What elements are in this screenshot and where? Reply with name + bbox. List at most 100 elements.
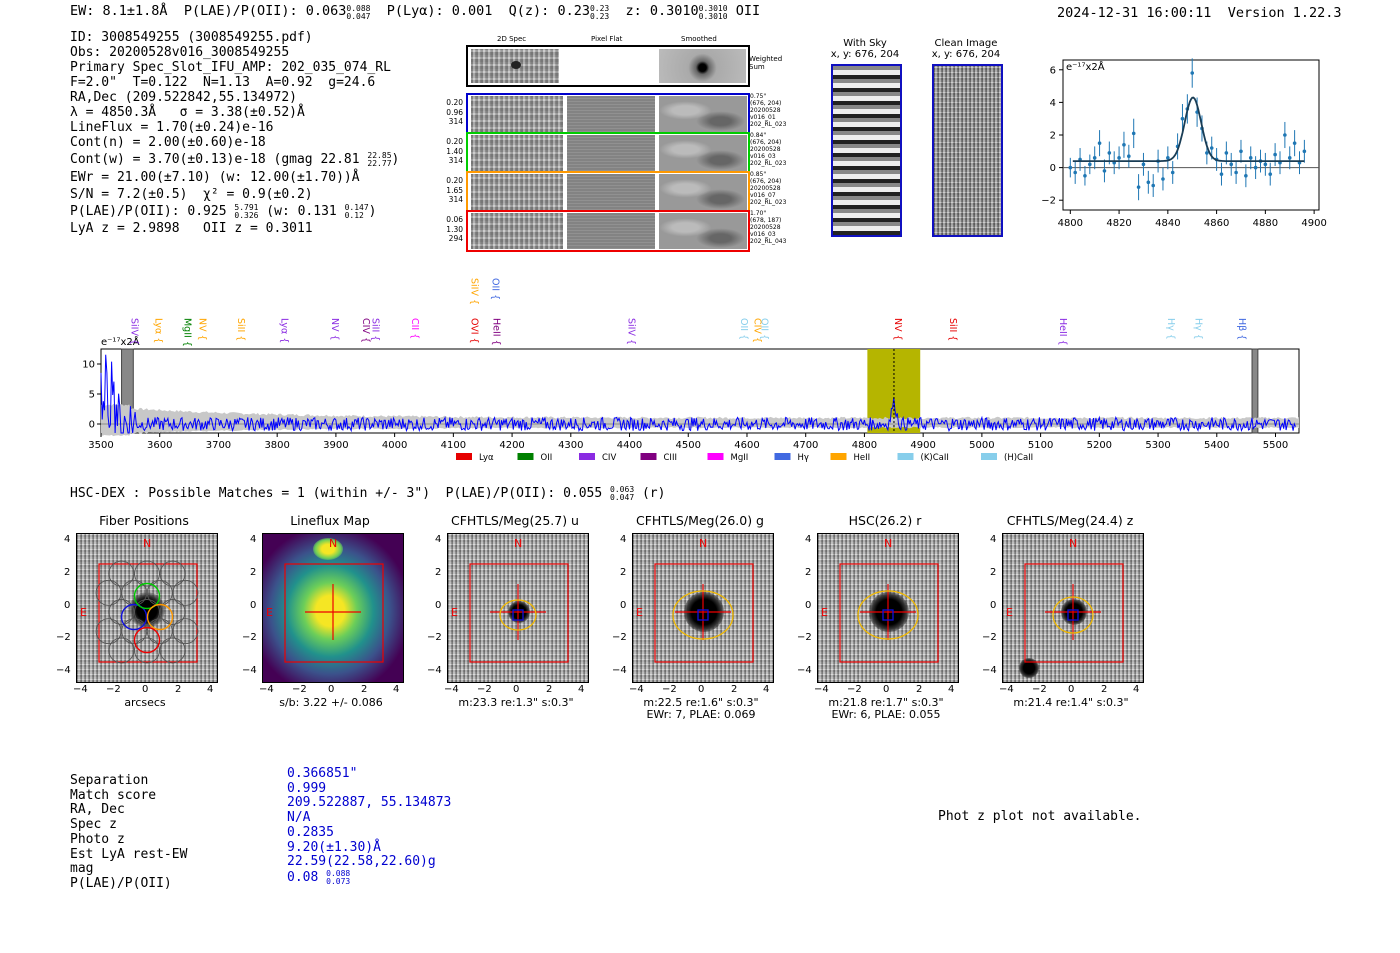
cutout-ytick: −2 [612, 632, 627, 643]
legend-swatch [456, 453, 472, 460]
spec-xtick-label: 5400 [1204, 440, 1229, 451]
fiber-circle [159, 560, 186, 587]
east-label: E [451, 606, 458, 619]
fit-point [1092, 156, 1097, 160]
fiber-circle [108, 599, 135, 625]
fit-point [1248, 156, 1253, 160]
cutout-xtick: 4 [393, 684, 400, 695]
cutout-xtick: −4 [444, 684, 459, 695]
aperture-square [1024, 563, 1124, 663]
cutout-xtick: −4 [814, 684, 829, 695]
fiber-circle [172, 579, 199, 606]
row-pixelflat [567, 135, 655, 171]
fiber-circle [146, 618, 173, 645]
fit-ytick-label: 4 [1050, 98, 1056, 109]
cutout-caption: arcsecs [124, 696, 166, 709]
cutout-title: CFHTLS/Meg(25.7) u [451, 513, 579, 528]
legend-label: CIII [664, 453, 677, 463]
cutout-xtick: −4 [629, 684, 644, 695]
weighted-label: Weighted Sum [749, 55, 783, 71]
galaxy-ellipse [857, 590, 919, 640]
col-header-smoothed: Smoothed [681, 35, 717, 43]
info-ewr: EWr = 21.00(±7.10) (w: 12.00(±1.70))Å [70, 170, 360, 185]
fit-point [1205, 151, 1209, 155]
cutout-ytick: 2 [620, 567, 627, 578]
cutout-ytick: −2 [427, 632, 442, 643]
cutout-xtick: 2 [175, 684, 182, 695]
spec-xtick-label: 4100 [441, 440, 466, 451]
spec-unit-label: e⁻¹⁷x2Å [101, 335, 140, 348]
spectral-line-label: SiIV { [469, 278, 480, 305]
weighted-source [511, 61, 521, 69]
row-pixelflat [567, 96, 655, 132]
legend-swatch [774, 453, 791, 460]
row-pixelflat [567, 213, 655, 249]
fit-point [1273, 152, 1277, 157]
galaxy-ellipse [499, 599, 537, 631]
with-sky-title: With Sky x, y: 676, 204 [830, 38, 900, 60]
info-lyaz: LyA z = 2.9898 OII z = 0.3011 [70, 221, 313, 236]
fiber-circle [108, 637, 135, 664]
fiber-red [133, 626, 161, 654]
fiber-green [133, 582, 161, 610]
spec2d-row-left-stats: 0.06 1.30 294 [446, 215, 463, 243]
spectrum-plot: 0 5 10 3500 3600 3700 3800 3900 4000 4100 4200 4300… [82, 278, 1300, 463]
spec-xtick-label: 4500 [676, 440, 701, 451]
spec-ytick-label: 0 [89, 420, 95, 431]
legend-swatch [897, 453, 914, 460]
fit-frame [1062, 59, 1320, 211]
match-value: N/A [287, 810, 311, 826]
hsc-dex-title: HSC-DEX : Possible Matches = 1 (within +… [70, 485, 666, 502]
cutout-xtick: 2 [1101, 684, 1108, 695]
fiber-circle [159, 599, 186, 625]
cutout-xtick: −2 [106, 684, 121, 695]
spec-xtick-label: 3800 [264, 440, 289, 451]
cutout-panel: CFHTLS/Meg(25.7) u N E 4 2 0 −2 −4 −4 −2 0 2 4 m:23.3… [427, 512, 619, 727]
legend-swatch [640, 453, 657, 460]
fit-point [1239, 149, 1243, 154]
fiber-circle [146, 579, 173, 606]
cutout-xtick: −4 [259, 684, 274, 695]
cutout-xtick: 0 [883, 684, 890, 695]
clean-image-title: Clean Image x, y: 676, 204 [931, 38, 1001, 60]
fiber-circle [134, 637, 160, 664]
cutout-overlay: NE [451, 537, 569, 663]
galaxy-ellipse [672, 590, 734, 640]
info-line: ID: 3008549255 (3008549255.pdf) [70, 30, 313, 45]
fiber-circle [134, 560, 160, 587]
cutout-ytick: 2 [64, 567, 71, 578]
fit-point [1287, 156, 1292, 160]
spec-xtick-label: 4900 [910, 440, 935, 451]
legend-swatch [830, 453, 847, 460]
masked-region [1251, 348, 1259, 434]
cutout-xtick: 2 [546, 684, 553, 695]
info-line: Obs: 20200528v016_3008549255 [70, 45, 290, 60]
spectral-line-label: OII { [759, 318, 770, 340]
spectral-line-label: SiIV { [625, 318, 636, 345]
cutout-panel: Lineflux Map N E 4 2 0 −2 −4 −4 −2 0 2 4 s/b: 3.22 +/… [242, 512, 434, 727]
legend-label: CIV [602, 453, 616, 463]
fit-point [1234, 170, 1238, 175]
spec-xtick-label: 3900 [323, 440, 348, 451]
spec2d-row [466, 210, 750, 252]
legend-label: Hγ [798, 453, 809, 463]
fit-point [1107, 151, 1112, 155]
fit-point [1219, 172, 1224, 176]
cutout-xtick: −4 [999, 684, 1014, 695]
with-sky-image [831, 64, 902, 237]
row-2dspec [471, 96, 563, 132]
spec-xtick-label: 4700 [793, 440, 818, 451]
east-label: E [80, 606, 87, 619]
cutout-xtick: −2 [292, 684, 307, 695]
spec2d-row-left-stats: 0.20 1.65 314 [446, 176, 463, 204]
weighted-smoothed [659, 49, 746, 83]
info-contw: Cont(w) = 3.70(±0.13)e-18 (gmag 22.81 22… [70, 151, 400, 168]
cutout-ytick: 2 [990, 567, 997, 578]
spectral-line-label: OVI { [469, 318, 480, 344]
fit-xtick-label: 4800 [1058, 218, 1083, 229]
match-labels: Separation Match score RA, Dec Spec z Ph… [70, 773, 187, 892]
spec-xtick-label: 4800 [852, 440, 877, 451]
spectral-line-label: Lyα { [278, 318, 289, 343]
